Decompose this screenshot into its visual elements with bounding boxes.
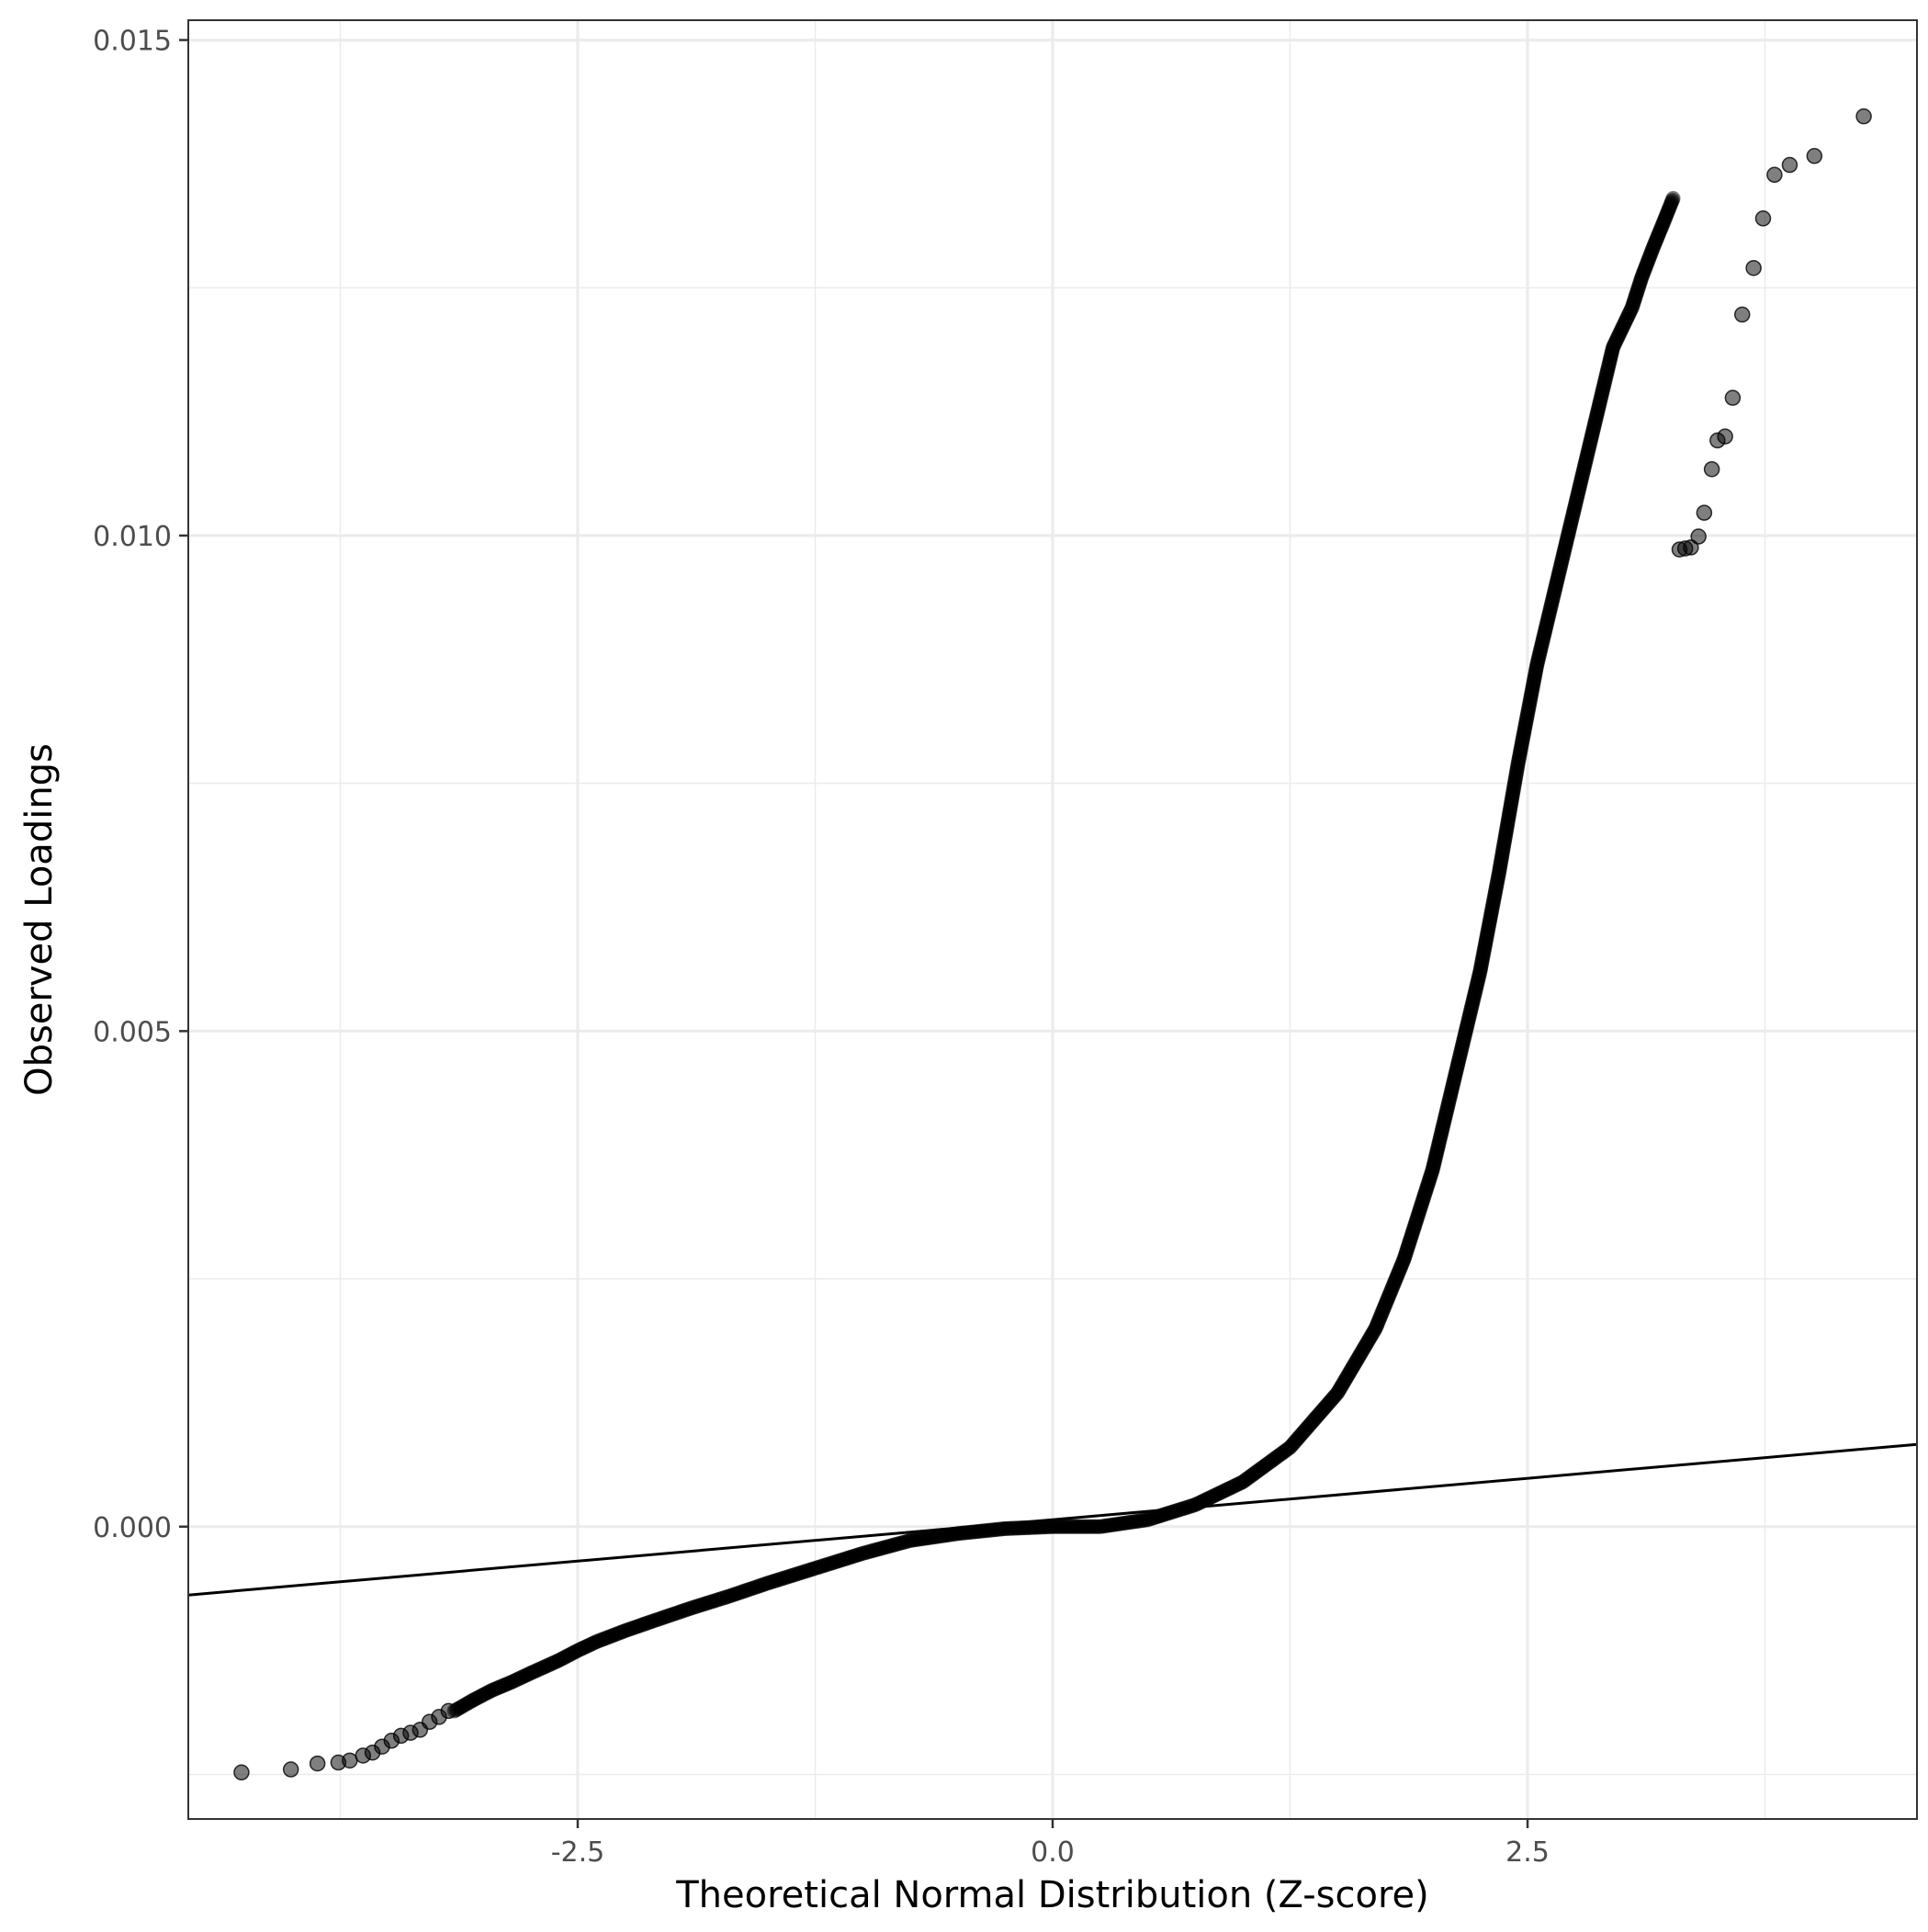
points-layer	[233, 107, 1872, 1781]
data-point	[282, 1761, 299, 1778]
axis-layer: -2.5 0.0 2.5 0.000 0.005 0.010 0.015	[93, 26, 1550, 1869]
data-point	[1683, 539, 1699, 556]
y-tick-label: 0.005	[93, 1016, 172, 1048]
x-axis-title: Theoretical Normal Distribution (Z-score…	[675, 1874, 1429, 1916]
x-tick-label: -2.5	[551, 1836, 605, 1869]
data-point	[1690, 528, 1707, 545]
x-tick-label: 2.5	[1505, 1836, 1550, 1869]
data-point	[1745, 259, 1762, 277]
data-point	[1781, 156, 1798, 174]
data-point	[1696, 504, 1713, 521]
data-point	[1754, 210, 1772, 227]
data-point	[1855, 107, 1872, 125]
data-point	[309, 1755, 326, 1772]
data-point	[233, 1764, 250, 1781]
data-point	[440, 1702, 457, 1720]
data-point	[1733, 306, 1751, 323]
data-point	[342, 1752, 358, 1769]
data-point	[1806, 148, 1823, 164]
y-tick-label: 0.015	[93, 26, 172, 58]
y-tick-label: 0.010	[93, 521, 172, 553]
y-axis-title: Observed Loadings	[18, 743, 61, 1096]
x-tick-label: 0.0	[1031, 1836, 1075, 1869]
y-tick-label: 0.000	[93, 1512, 172, 1544]
data-point	[1703, 460, 1720, 478]
data-point	[1717, 428, 1733, 445]
data-point	[1724, 390, 1742, 406]
data-point	[1665, 190, 1681, 206]
data-point	[1766, 166, 1783, 184]
